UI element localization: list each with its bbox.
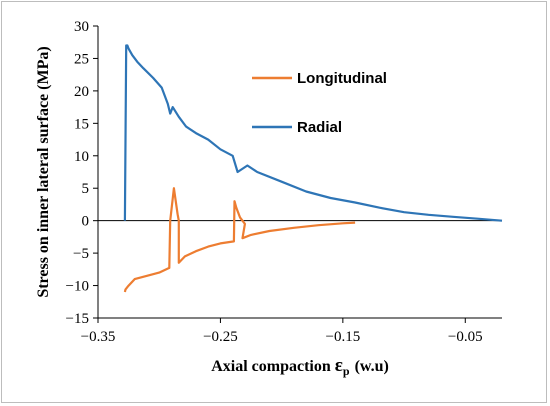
series-line-longitudinal — [123, 187, 356, 293]
x-tick-label: −0.25 — [203, 329, 238, 345]
x-axis-ticks: −0.35 −0.25 −0.15 −0.05 — [81, 318, 483, 345]
y-tick-label: 5 — [82, 181, 90, 197]
series-line-radial — [123, 44, 503, 222]
y-tick-label: 10 — [74, 149, 89, 165]
y-tick-label: −10 — [66, 279, 89, 295]
plot-area — [97, 26, 503, 319]
legend-label-longitudinal: Longitudinal — [297, 70, 387, 87]
legend-label-radial: Radial — [297, 119, 342, 136]
y-tick-label: 30 — [74, 19, 89, 35]
y-tick-label: −5 — [73, 246, 89, 262]
y-axis-ticks: −15 −10 −5 0 5 10 15 20 25 30 — [66, 19, 98, 327]
x-tick-label: −0.15 — [325, 329, 360, 345]
series-layer — [123, 44, 503, 293]
legend: Longitudinal Radial — [252, 70, 387, 136]
x-axis-label-subscript: p — [343, 364, 350, 378]
x-axis-label-main: Axial compaction — [211, 358, 331, 375]
x-axis-label: Axial compaction εp (w.u) — [211, 355, 389, 378]
x-axis-label-unit: (w.u) — [355, 358, 389, 375]
x-tick-label: −0.35 — [81, 329, 116, 345]
y-tick-label: 0 — [82, 214, 90, 230]
y-tick-label: 25 — [74, 51, 89, 67]
y-axis-label: Stress on inner lateral surface (MPa) — [35, 46, 52, 297]
y-tick-label: 20 — [74, 84, 89, 100]
y-tick-label: −15 — [66, 311, 89, 327]
y-tick-label: 15 — [74, 116, 89, 132]
x-axis-label-symbol: ε — [335, 355, 343, 376]
x-tick-label: −0.05 — [448, 329, 483, 345]
